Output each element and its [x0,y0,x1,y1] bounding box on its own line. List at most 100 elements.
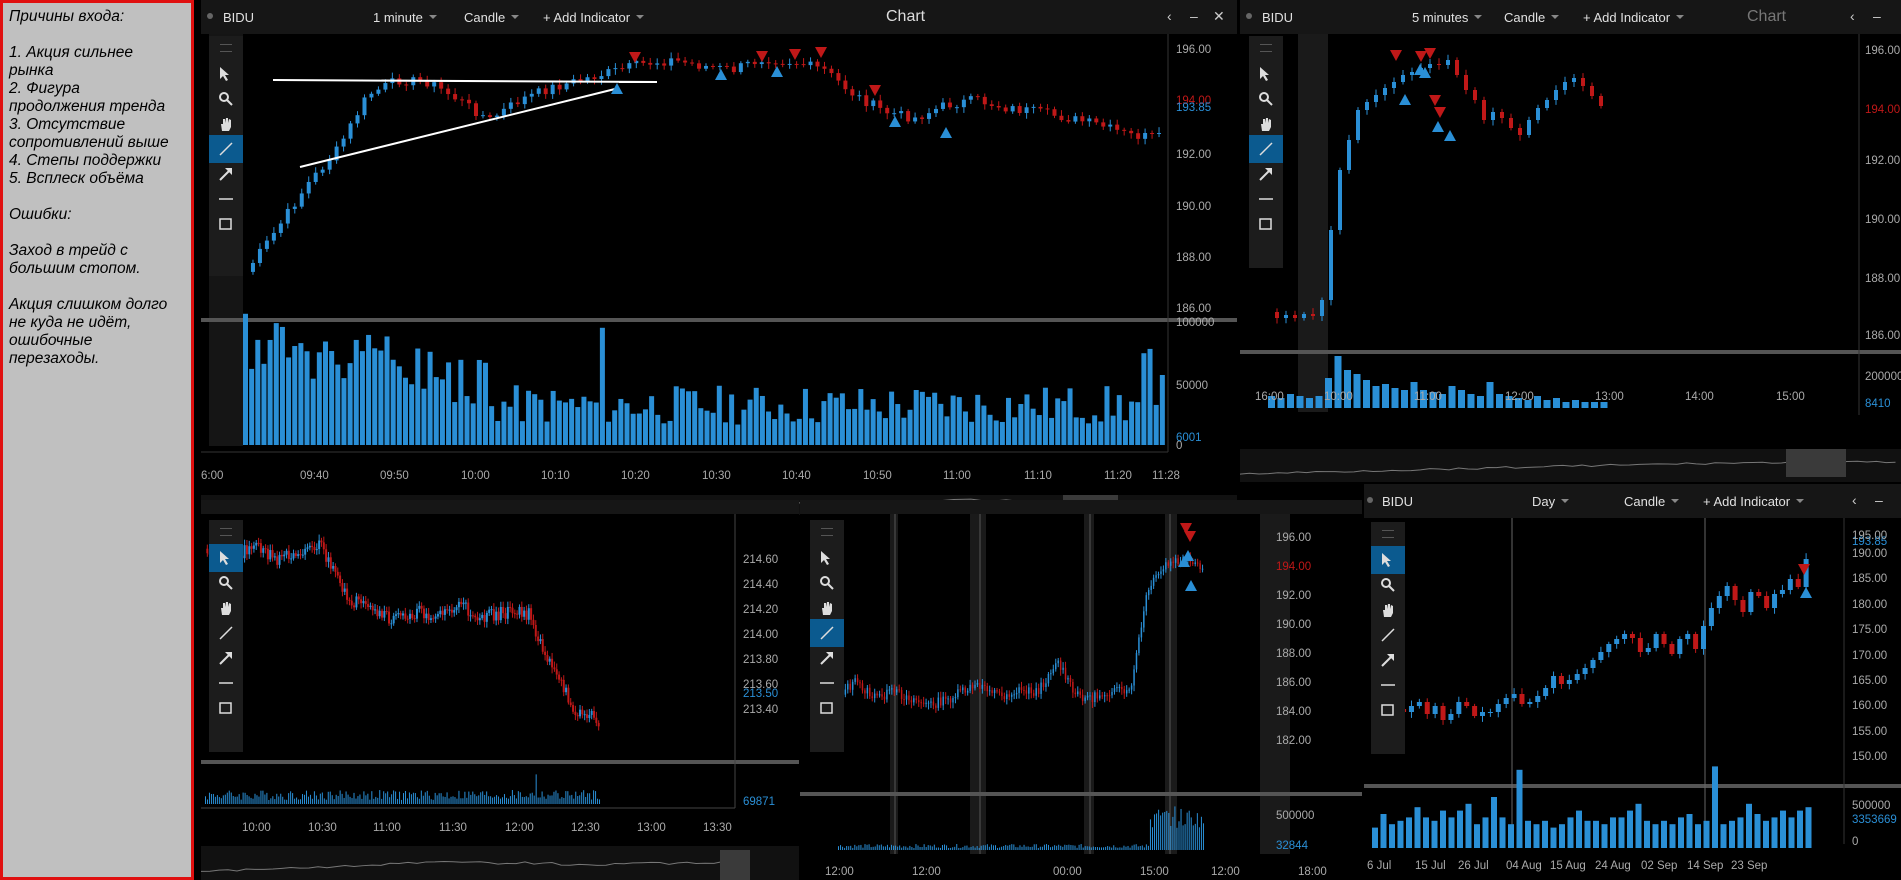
candle-body [280,554,283,557]
hand-icon[interactable] [1249,110,1283,138]
rectangle-icon[interactable] [1249,210,1283,238]
trendline-icon[interactable] [209,135,243,163]
chart-pane-1min[interactable]: BIDU 1 minute Candle + Add Indicator Cha… [201,0,1237,515]
toolbar-grip-icon[interactable] [1382,530,1394,538]
magnifier-icon[interactable] [810,569,844,597]
candle-body [555,669,558,675]
candle-body [1408,706,1414,712]
chart-type-dropdown[interactable]: Candle [1624,494,1680,509]
symbol-field[interactable]: BIDU [223,10,255,25]
candlestick-series [250,52,1162,275]
minimize-icon[interactable]: – [1873,8,1881,24]
trendline-icon[interactable] [810,619,844,647]
magnifier-icon[interactable] [1371,571,1405,599]
chart-pane-5min[interactable]: BIDU 5 minutes Candle + Add Indicator Ch… [1240,0,1901,482]
volume-bar [587,793,589,804]
session-gap-shade [1084,514,1094,854]
axis-tick-label: 15 Aug [1550,860,1586,872]
rectangle-icon[interactable] [209,694,243,722]
candle-body [885,107,890,114]
hand-icon[interactable] [209,594,243,622]
rectangle-icon[interactable] [1371,696,1405,724]
price-volume-plot[interactable] [1240,0,1901,482]
chart-pane-daily[interactable]: BIDU Day Candle + Add Indicator ‹ – 193.… [1364,484,1901,880]
interval-dropdown[interactable]: Day [1532,494,1570,509]
volume-bar [585,796,587,804]
close-icon[interactable]: ✕ [1213,8,1225,24]
volume-bar [1601,824,1608,848]
arrow-icon[interactable] [810,644,844,672]
trendline-icon[interactable] [209,619,243,647]
minimize-icon[interactable]: – [1190,8,1198,24]
candle-body [1020,687,1023,690]
arrow-pointer-icon[interactable] [1249,60,1283,88]
magnifier-icon[interactable] [209,569,243,597]
link-dot-icon[interactable] [207,13,213,19]
add-indicator-button[interactable]: + Add Indicator [543,10,645,25]
candle-body [1708,608,1714,626]
toolbar-grip-icon[interactable] [821,528,833,536]
chart-pane-intraday[interactable]: 214.60 214.40 214.20 214.00 213.80 213.60 213.… [201,500,799,880]
magnifier-icon[interactable] [1249,85,1283,113]
price-volume-plot[interactable] [1364,484,1901,880]
candle-body [348,599,351,601]
chart-type-dropdown[interactable]: Candle [1504,10,1560,25]
arrow-pointer-icon[interactable] [209,544,243,572]
candle-body [641,60,646,63]
arrow-pointer-icon[interactable] [1371,546,1405,574]
candle-body [364,601,367,605]
collapse-icon[interactable]: ‹ [1167,8,1172,24]
collapse-icon[interactable]: ‹ [1852,492,1857,508]
candle-body [683,60,688,63]
collapse-icon[interactable]: ‹ [1850,8,1855,24]
toolbar-grip-icon[interactable] [1260,44,1272,52]
symbol-field[interactable]: BIDU [1382,494,1414,509]
add-indicator-button[interactable]: + Add Indicator [1703,494,1805,509]
hand-icon[interactable] [1371,596,1405,624]
trendline-icon[interactable] [1249,135,1283,163]
volume-bar [371,791,373,804]
candle-body [1062,667,1064,670]
symbol-field[interactable]: BIDU [1262,10,1294,25]
toolbar-grip-icon[interactable] [220,528,232,536]
horizontal-line-icon[interactable] [209,669,243,697]
arrow-pointer-icon[interactable] [209,60,243,88]
interval-dropdown[interactable]: 5 minutes [1412,10,1483,25]
horizontal-line-icon[interactable] [810,669,844,697]
volume-bar [599,327,605,445]
axis-tick-label: 6 Jul [1367,860,1392,872]
arrow-icon[interactable] [209,644,243,672]
link-dot-icon[interactable] [1367,497,1373,503]
magnifier-icon[interactable] [209,85,243,113]
horizontal-line-icon[interactable] [1371,671,1405,699]
price-volume-plot[interactable] [201,0,1237,515]
candle-body [422,608,425,619]
volume-bar [1771,817,1778,848]
hand-icon[interactable] [209,110,243,138]
interval-dropdown[interactable]: 1 minute [373,10,437,25]
add-indicator-button[interactable]: + Add Indicator [1583,10,1685,25]
rectangle-icon[interactable] [810,694,844,722]
candle-body [634,60,639,64]
arrow-icon[interactable] [209,160,243,188]
chart-type-dropdown[interactable]: Candle [464,10,520,25]
volume-bar [563,797,565,804]
arrow-icon[interactable] [1249,160,1283,188]
hand-icon[interactable] [810,594,844,622]
chart-pane-multiday[interactable]: 196.00 194.00 192.00 190.00 188.00 186.00 184.… [800,500,1362,880]
price-volume-plot[interactable] [800,500,1362,880]
rectangle-icon[interactable] [209,210,243,238]
toolbar-grip-icon[interactable] [220,44,232,52]
minimize-icon[interactable]: – [1875,492,1883,508]
price-volume-plot[interactable] [201,500,799,880]
link-dot-icon[interactable] [1246,13,1252,19]
volume-bar [279,326,285,445]
note-line: Причины входа: [9,8,125,25]
candle-body [836,73,841,81]
horizontal-line-icon[interactable] [209,185,243,213]
arrow-pointer-icon[interactable] [810,544,844,572]
horizontal-line-icon[interactable] [1249,185,1283,213]
trendline-icon[interactable] [1371,621,1405,649]
arrow-icon[interactable] [1371,646,1405,674]
candle-body [248,546,251,555]
